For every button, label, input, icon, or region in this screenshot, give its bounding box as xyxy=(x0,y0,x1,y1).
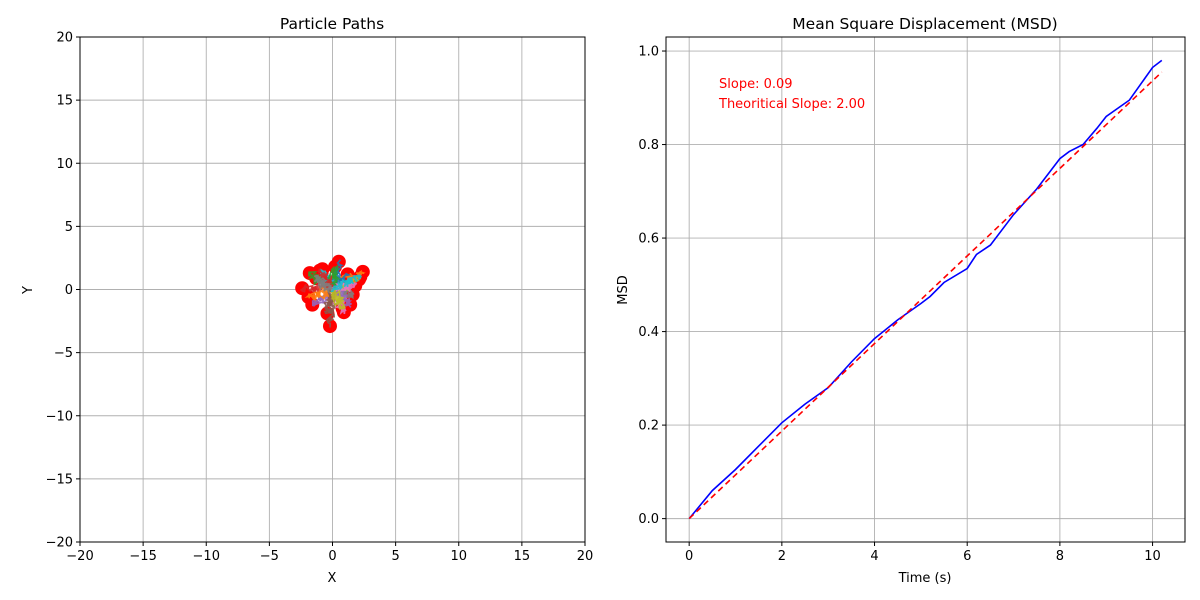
particle-paths-title: Particle Paths xyxy=(280,15,384,33)
x-tick-label: −10 xyxy=(193,549,220,564)
x-tick-label: −15 xyxy=(129,549,156,564)
particle-path-point xyxy=(346,279,352,285)
y-tick-label: 20 xyxy=(56,31,73,46)
x-tick-label: 0 xyxy=(328,549,336,564)
particle-paths-ticks: −20 −15 −10 −5 0 5 10 15 20 −20 −15 −10 −5 0 5 10 15 20 xyxy=(46,31,594,565)
y-tick-label: −20 xyxy=(46,536,73,551)
msd-marks xyxy=(688,59,1163,520)
x-tick-label: −5 xyxy=(260,549,279,564)
x-tick-label: 2 xyxy=(778,549,786,564)
msd-series-line xyxy=(688,59,1163,520)
slope-annotation: Slope: 0.09 xyxy=(719,77,793,92)
x-tick-label: 8 xyxy=(1056,549,1064,564)
particle-path xyxy=(323,288,337,315)
msd-xlabel: Time (s) xyxy=(898,571,952,586)
particle-path-point xyxy=(336,298,342,304)
y-tick-label: 0.8 xyxy=(638,138,659,153)
particle-path xyxy=(330,287,346,310)
msd-grid xyxy=(666,37,1185,542)
particle-paths-panel: −20 −15 −10 −5 0 5 10 15 20 −20 −15 −10 −5 0 5 10 15 20 P… xyxy=(21,15,593,586)
particle-path xyxy=(313,274,336,294)
y-tick-label: 0 xyxy=(65,283,73,298)
particle-path-point xyxy=(315,291,321,297)
y-tick-label: 15 xyxy=(56,94,73,109)
particle-path-point xyxy=(311,286,317,292)
particle-paths-ylabel: Y xyxy=(21,286,36,295)
msd-frame xyxy=(665,36,1186,543)
particle-paths-marks xyxy=(295,254,370,334)
particle-path-point xyxy=(326,301,332,307)
y-tick-label: 10 xyxy=(56,157,73,172)
x-tick-label: 6 xyxy=(963,549,971,564)
x-tick-label: −20 xyxy=(66,549,93,564)
x-tick-label: 20 xyxy=(577,549,594,564)
msd-title: Mean Square Displacement (MSD) xyxy=(792,15,1057,33)
y-tick-label: −10 xyxy=(46,409,73,424)
x-tick-label: 15 xyxy=(514,549,531,564)
msd-ticks: 0 2 4 6 8 10 0.0 0.2 0.4 0.6 0.8 1.0 xyxy=(638,45,1161,564)
x-tick-label: 0 xyxy=(685,549,693,564)
particle-paths-xlabel: X xyxy=(328,571,337,586)
x-tick-label: 4 xyxy=(870,549,878,564)
y-tick-label: −5 xyxy=(54,346,73,361)
x-tick-label: 10 xyxy=(450,549,467,564)
particle-path xyxy=(330,274,363,293)
particle-path-point xyxy=(320,280,326,286)
x-tick-label: 10 xyxy=(1144,549,1161,564)
msd-fit-line xyxy=(688,71,1163,520)
msd-panel: 0 2 4 6 8 10 0.0 0.2 0.4 0.6 0.8 1.0 Mean Square Di… xyxy=(616,15,1186,586)
y-tick-label: −15 xyxy=(46,472,73,487)
y-tick-label: 5 xyxy=(65,220,73,235)
y-tick-label: 0.0 xyxy=(638,512,659,527)
x-tick-label: 5 xyxy=(391,549,399,564)
y-tick-label: 0.6 xyxy=(638,232,659,247)
y-tick-label: 0.4 xyxy=(638,325,659,340)
y-tick-label: 1.0 xyxy=(638,45,659,60)
particle-path-point xyxy=(331,273,337,279)
msd-ylabel: MSD xyxy=(616,275,631,304)
theoretical-slope-annotation: Theoritical Slope: 2.00 xyxy=(718,97,865,112)
y-tick-label: 0.2 xyxy=(638,419,659,434)
